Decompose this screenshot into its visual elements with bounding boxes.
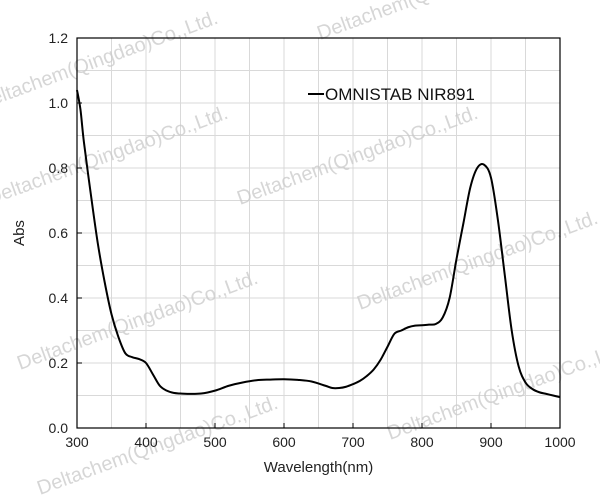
legend: OMNISTAB NIR891 [308,85,475,104]
x-tick-label: 400 [134,434,158,450]
x-tick-label: 700 [341,434,365,450]
x-tick-label: 600 [272,434,296,450]
watermark-text: Deltachem(Qingdao)Co.,Ltd. [234,102,481,210]
y-tick-label: 0.4 [49,290,69,306]
y-tick-label: 0.2 [49,355,69,371]
y-tick-label: 0.0 [49,420,69,436]
y-tick-label: 1.2 [49,30,69,46]
axis-ticks: 300 400 500 600 700 800 900 1000 0.0 0.2 0.4 0.6 0.8… [49,30,576,450]
x-tick-label: 1000 [544,434,575,450]
x-tick-label: 800 [410,434,434,450]
x-tick-label: 300 [65,434,89,450]
x-tick-label: 900 [479,434,503,450]
watermark-text: Deltachem(Qingdao)Co.,Ltd. [0,7,221,115]
watermark-text: Deltachem(Qingdao)Co.,Ltd. [354,207,600,315]
grid [76,37,561,429]
x-axis-label: Wavelength(nm) [264,459,373,476]
series-line-0 [76,89,561,399]
y-tick-label: 0.6 [49,225,69,241]
y-tick-label: 1.0 [49,95,69,111]
x-tick-label: 500 [203,434,227,450]
series-group [76,89,561,399]
watermark-text: Deltachem(Qingdao)Co.,Ltd. [0,102,231,210]
legend-entry: OMNISTAB NIR891 [325,85,475,104]
y-axis-label: Abs [11,220,28,246]
y-tick-label: 0.8 [49,160,69,176]
